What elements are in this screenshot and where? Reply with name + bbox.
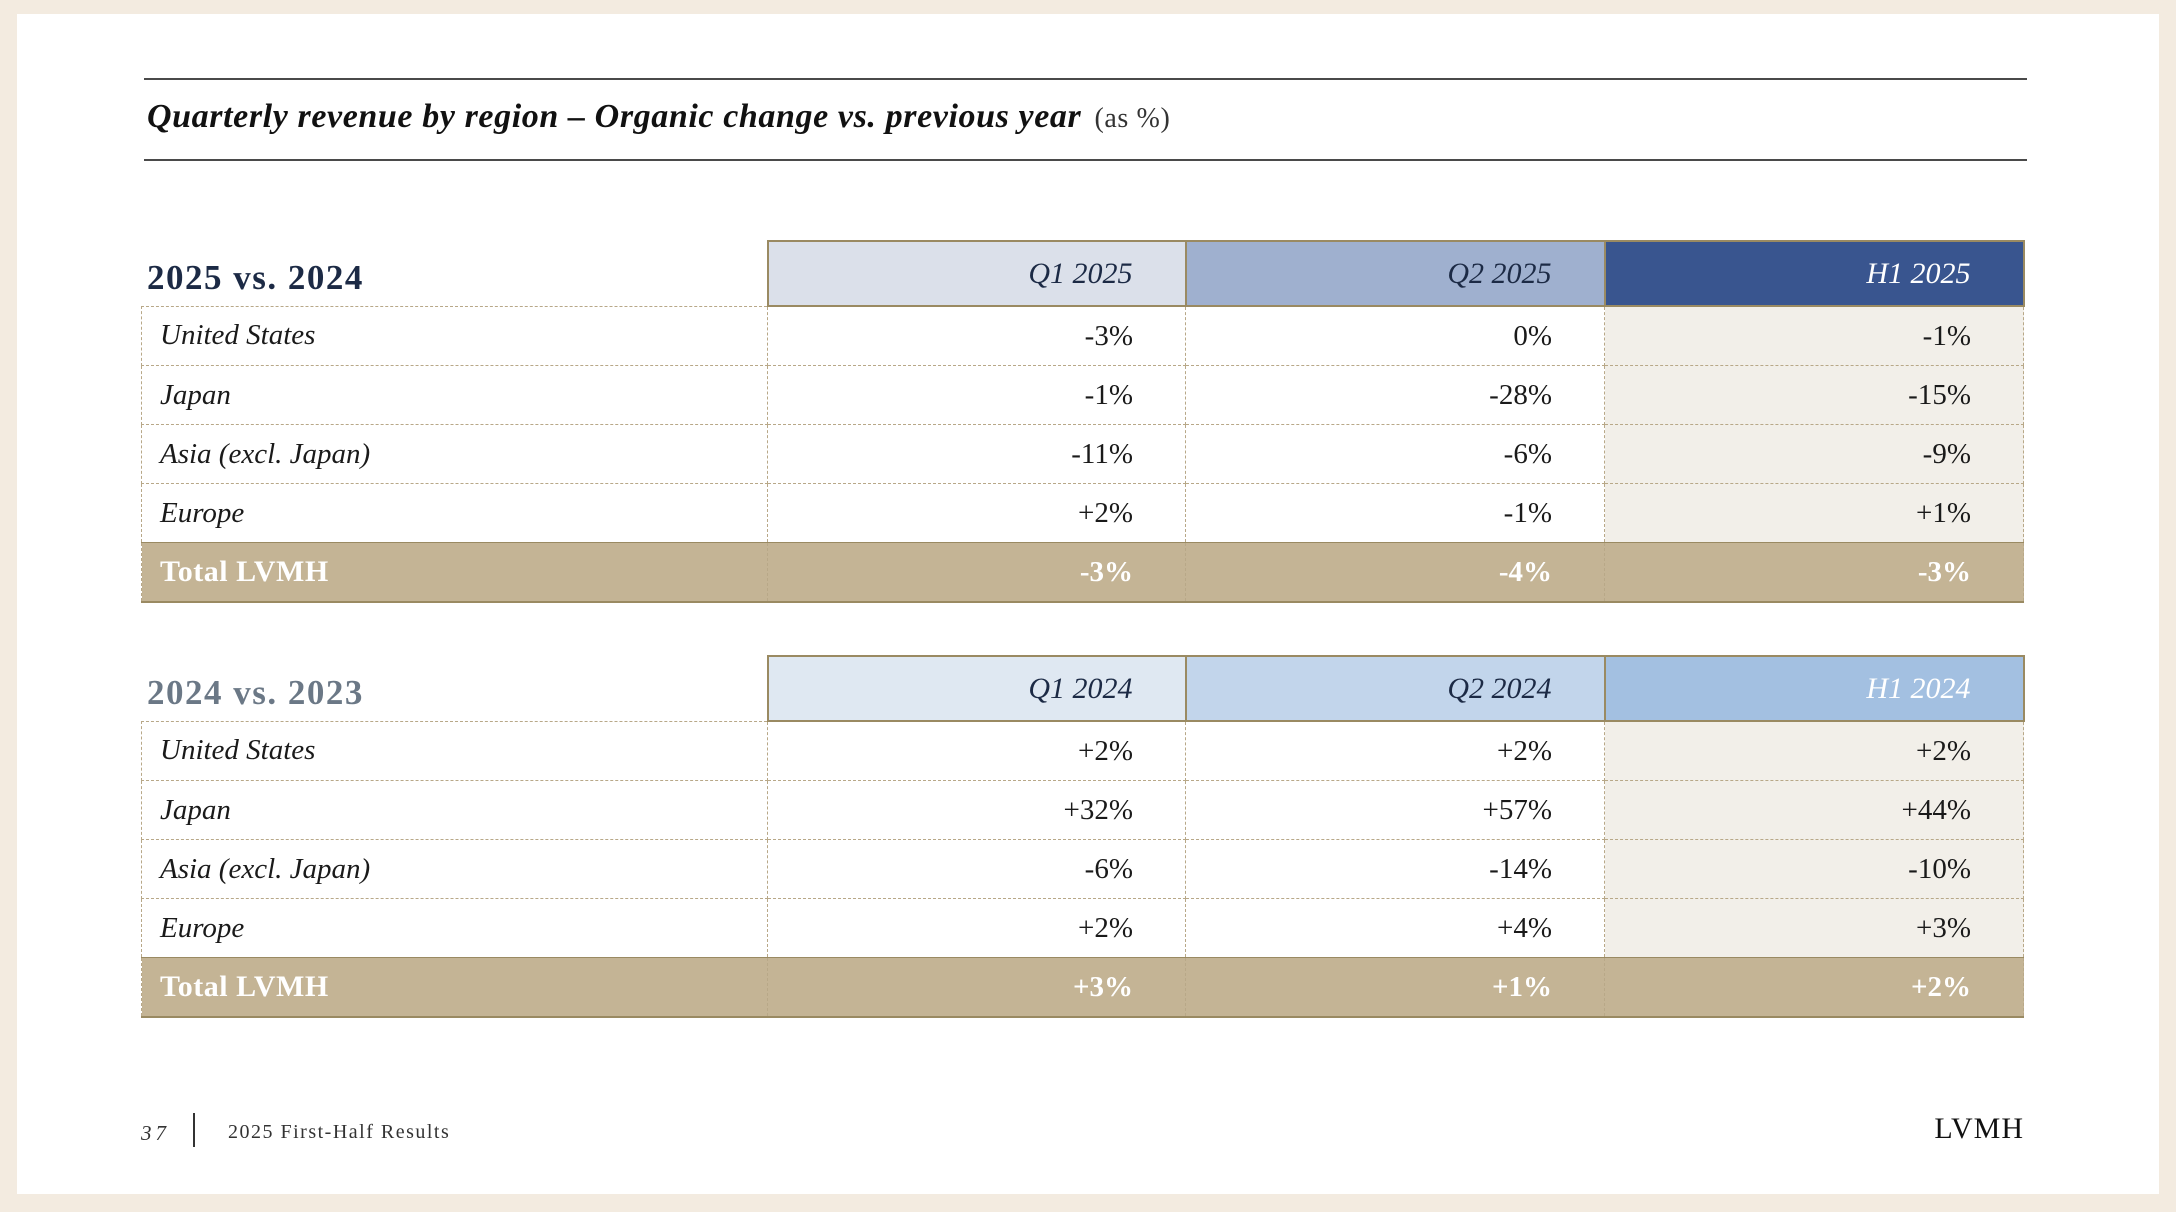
cell-q2: -28% — [1185, 365, 1605, 425]
revenue-table-2025: Q1 2025 Q2 2025 H1 2025 United States -3… — [141, 240, 2025, 603]
page-title-unit: (as %) — [1094, 103, 1171, 134]
footer-divider — [193, 1113, 195, 1147]
table-row: Asia (excl. Japan) -11% -6% -9% — [141, 424, 2024, 484]
total-label: Total LVMH — [141, 542, 768, 603]
cell-q2: +2% — [1185, 720, 1605, 781]
row-label: Asia (excl. Japan) — [141, 424, 768, 484]
table-row: Europe +2% -1% +1% — [141, 483, 2024, 543]
total-row: Total LVMH +3% +1% +2% — [141, 957, 2024, 1018]
total-label: Total LVMH — [141, 957, 768, 1018]
section-heading: 2024 vs. 2023 — [147, 673, 364, 712]
cell-q2: -1% — [1185, 483, 1605, 543]
column-header-q2: Q2 2024 — [1184, 655, 1606, 722]
cell-h1: +1% — [1604, 483, 2024, 543]
total-row: Total LVMH -3% -4% -3% — [141, 542, 2024, 603]
cell-h1: -9% — [1604, 424, 2024, 484]
column-header-q1: Q1 2024 — [766, 655, 1187, 722]
total-q1: -3% — [767, 542, 1186, 603]
table-row: Europe +2% +4% +3% — [141, 898, 2024, 958]
cell-h1: -10% — [1604, 839, 2024, 899]
row-label: Europe — [141, 898, 768, 958]
column-header-q2: Q2 2025 — [1184, 240, 1606, 307]
cell-h1: -1% — [1604, 305, 2024, 366]
cell-q1: -6% — [767, 839, 1186, 899]
row-label: United States — [141, 305, 768, 366]
cell-q2: 0% — [1185, 305, 1605, 366]
cell-h1: +3% — [1604, 898, 2024, 958]
table-row: United States -3% 0% -1% — [141, 305, 2024, 366]
slide: Quarterly revenue by region – Organic ch… — [17, 14, 2159, 1194]
total-h1: +2% — [1604, 957, 2024, 1018]
cell-q2: +4% — [1185, 898, 1605, 958]
row-label: Asia (excl. Japan) — [141, 839, 768, 899]
cell-h1: -15% — [1604, 365, 2024, 425]
table-row: Japan -1% -28% -15% — [141, 365, 2024, 425]
cell-q1: +32% — [767, 780, 1186, 840]
row-label: Europe — [141, 483, 768, 543]
cell-q1: +2% — [767, 483, 1186, 543]
page-title: Quarterly revenue by region – Organic ch… — [147, 98, 1170, 136]
cell-h1: +2% — [1604, 720, 2024, 781]
total-q2: +1% — [1185, 957, 1605, 1018]
cell-q1: +2% — [767, 720, 1186, 781]
column-header-q1: Q1 2025 — [766, 240, 1187, 307]
title-bottom-rule — [144, 159, 2027, 161]
total-h1: -3% — [1604, 542, 2024, 603]
section-heading: 2025 vs. 2024 — [147, 258, 364, 297]
table-row: Japan +32% +57% +44% — [141, 780, 2024, 840]
cell-q2: -14% — [1185, 839, 1605, 899]
cell-q1: +2% — [767, 898, 1186, 958]
cell-h1: +44% — [1604, 780, 2024, 840]
cell-q1: -11% — [767, 424, 1186, 484]
row-label: Japan — [141, 780, 768, 840]
title-top-rule — [144, 78, 2027, 80]
footer-report-title: 2025 First-Half Results — [228, 1121, 451, 1143]
row-label: Japan — [141, 365, 768, 425]
cell-q1: -3% — [767, 305, 1186, 366]
total-q2: -4% — [1185, 542, 1605, 603]
table-header-row: Q1 2024 Q2 2024 H1 2024 — [142, 655, 2025, 722]
page-title-text: Quarterly revenue by region – Organic ch… — [147, 98, 1082, 135]
cell-q1: -1% — [767, 365, 1186, 425]
lvmh-logo: LVMH — [1934, 1112, 2024, 1145]
cell-q2: +57% — [1185, 780, 1605, 840]
page-number: 37 — [141, 1121, 170, 1145]
column-header-h1: H1 2025 — [1603, 240, 2025, 307]
total-q1: +3% — [767, 957, 1186, 1018]
cell-q2: -6% — [1185, 424, 1605, 484]
row-label: United States — [141, 720, 768, 781]
table-row: United States +2% +2% +2% — [141, 720, 2024, 781]
column-header-h1: H1 2024 — [1603, 655, 2025, 722]
revenue-table-2024: Q1 2024 Q2 2024 H1 2024 United States +2… — [141, 655, 2025, 1018]
table-header-row: Q1 2025 Q2 2025 H1 2025 — [142, 240, 2025, 307]
table-row: Asia (excl. Japan) -6% -14% -10% — [141, 839, 2024, 899]
